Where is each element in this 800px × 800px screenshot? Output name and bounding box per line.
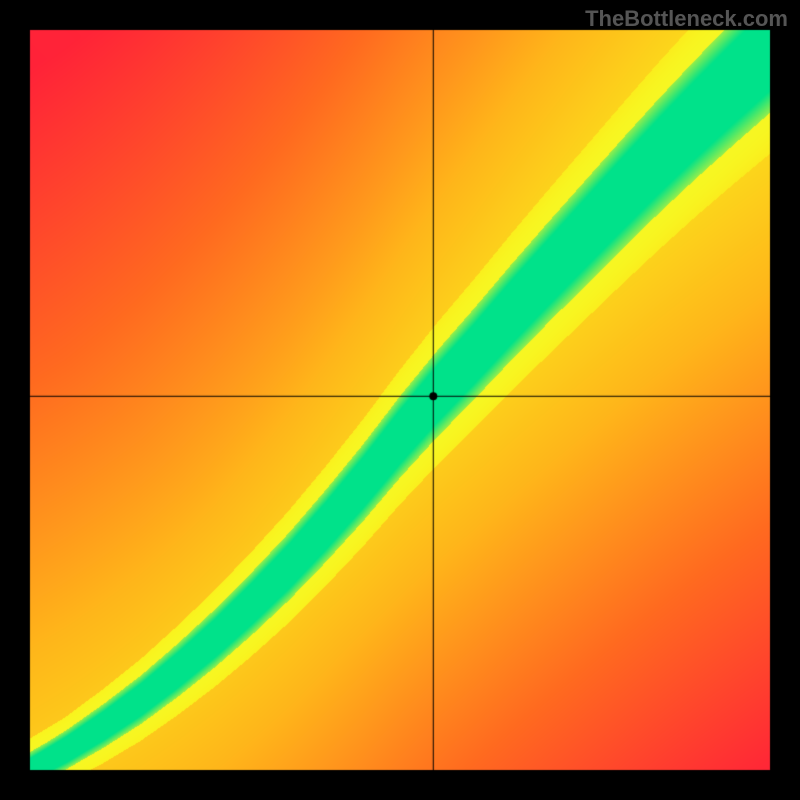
bottleneck-heatmap [0, 0, 800, 800]
watermark-text: TheBottleneck.com [585, 6, 788, 32]
